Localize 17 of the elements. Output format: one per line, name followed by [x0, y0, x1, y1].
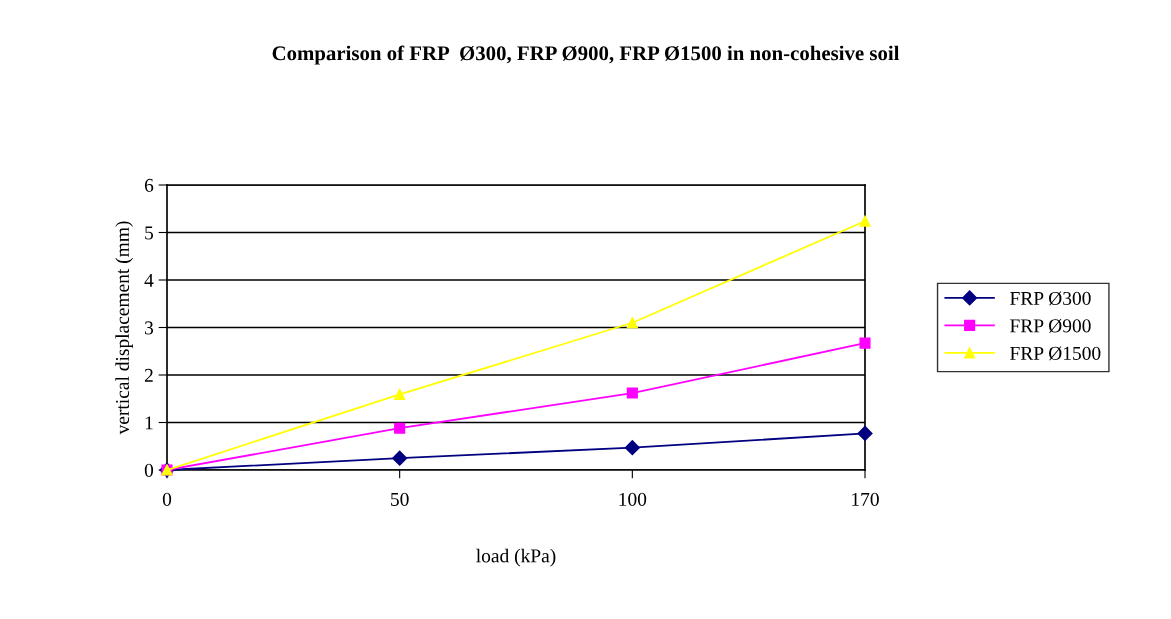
y-tick-label: 6 [144, 178, 154, 192]
y-tick-label: 5 [145, 226, 154, 240]
legend-label: FRP Ø1500 [1010, 346, 1101, 361]
legend-label: FRP Ø900 [1010, 319, 1091, 333]
chart-title: Comparison of FRP Ø300, FRP Ø900, FRP Ø1500 in non-cohesive soil [272, 45, 900, 65]
x-tick-label: 100 [619, 492, 647, 506]
legend-label: FRP Ø300 [1010, 291, 1091, 306]
x-axis-title: load (kPa) [476, 548, 556, 567]
y-tick-label: 4 [144, 273, 154, 287]
y-tick-label: 1 [145, 416, 153, 430]
y-tick-label: 0 [144, 463, 154, 477]
y-axis-title: vertical displacement (mm) [115, 221, 133, 435]
y-tick-label: 2 [144, 368, 153, 382]
x-tick-label: 170 [852, 492, 879, 506]
x-tick-label: 50 [391, 492, 409, 506]
x-tick-label: 0 [162, 492, 172, 506]
y-tick-label: 3 [145, 321, 154, 335]
